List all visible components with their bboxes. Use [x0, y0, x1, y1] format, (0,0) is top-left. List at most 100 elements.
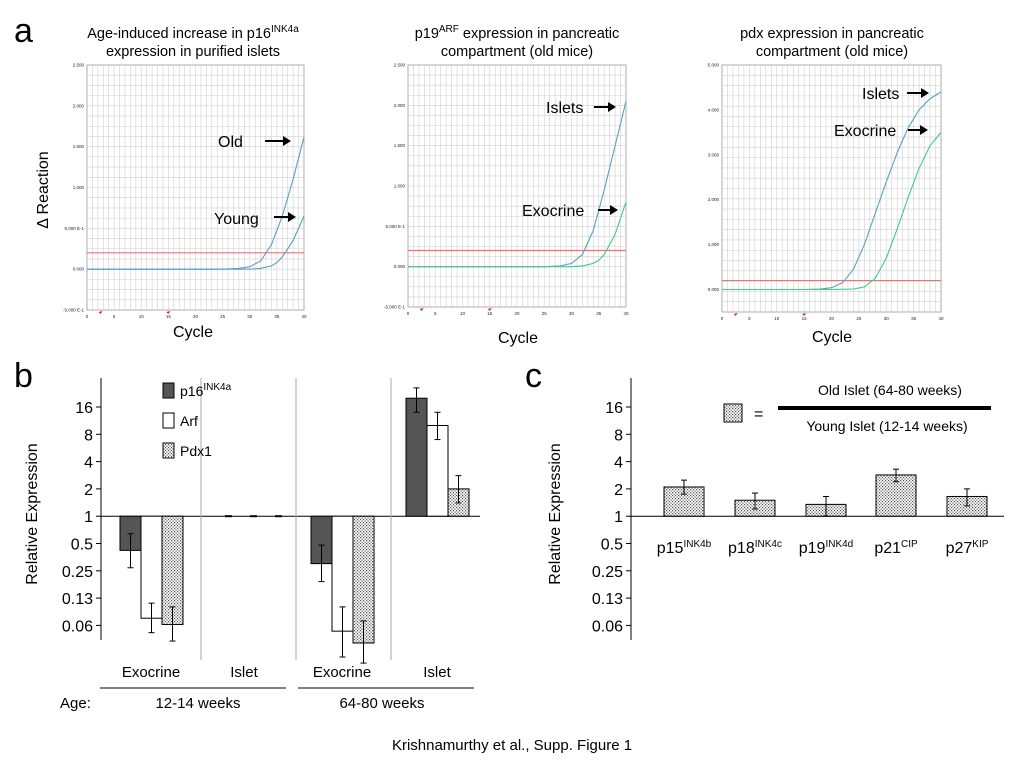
chart-a1-cycle-marker [166, 311, 171, 314]
chart-a3-plot: 5.000 4.000 3.000 2.000 1.000 0.000 0 5 10 15 20 25… [708, 63, 944, 322]
chart-c-ytick-label: 0.06 [592, 618, 623, 635]
chart-a3-series-2 [722, 132, 942, 291]
chart-a2-title-part1: p19 [415, 26, 439, 42]
chart-c-ytick-label: 0.5 [601, 537, 623, 554]
panel-b-ylabel: Relative Expression [24, 443, 41, 584]
chart-a1-ytick-label: 2.500 [73, 63, 85, 68]
chart-a2-annotation-exocrine: Exocrine [522, 203, 618, 220]
chart-a1-xtick-label: 20 [193, 314, 199, 319]
chart-a2-xlabel: Cycle [498, 330, 538, 347]
panel-b-letter: b [14, 357, 33, 395]
chart-a1-xtick-label: 30 [247, 314, 253, 319]
chart-a1-xtick-label: 10 [139, 314, 145, 319]
chart-a2: p19ARF expression in pancreatic compartm… [384, 24, 629, 347]
legend-swatch-arf [162, 412, 175, 429]
chart-a3-cycle-marker [733, 313, 738, 316]
chart-c-ytick-label: 0.13 [592, 591, 623, 608]
chart-a1-ytick-label: 0.000 [73, 267, 85, 272]
chart-a3-xtick-label: 5 [748, 316, 751, 321]
chart-a2-arrowhead-exocrine [610, 205, 618, 215]
chart-a2-xtick-label: 10 [460, 311, 466, 316]
legend-label-pdx1: Pdx1 [180, 443, 212, 459]
chart-a2-plot: 2.500 2.000 1.500 1.000 5.000 E-1 0.000 -5.000… [384, 63, 629, 317]
panel-a-letter: a [14, 12, 33, 50]
chart-c-ytick-label: 2 [614, 482, 623, 499]
chart-c-category-base: p21 [874, 540, 901, 557]
chart-c-category-sup: INK4d [825, 539, 853, 550]
chart-a3-annotation-exocrine: Exocrine [834, 123, 928, 140]
chart-a1-ytick-label: 1.500 [73, 144, 85, 149]
chart-a2-xtick-label: 35 [596, 311, 602, 316]
chart-a1-ytick-label: 2.000 [73, 103, 85, 108]
chart-a2-ytick-label: 1.500 [394, 143, 406, 148]
chart-a3-arrowhead-islets [921, 88, 929, 98]
age-young: 12-14 weeks [155, 695, 240, 712]
chart-a3-xtick-label: 40 [938, 316, 944, 321]
chart-a2-ytick-label: 1.000 [394, 184, 406, 189]
group-label-islet-young: Islet [230, 664, 258, 681]
chart-a2-label-exocrine: Exocrine [522, 203, 584, 220]
chart-a3-ytick-label: 2.000 [708, 197, 720, 202]
ratio-equals: = [754, 406, 763, 423]
chart-a1-ytick-label: -5.000 E-1 [63, 308, 85, 313]
chart-a3-ytick-label: 1.000 [708, 242, 720, 247]
chart-a2-ytick-label: 2.500 [394, 63, 406, 68]
legend-label-p16-base: p16 [180, 383, 204, 399]
chart-a1-arrowhead-old [283, 136, 291, 146]
chart-a3-ytick-label: 5.000 [708, 63, 720, 68]
ratio-numerator: Old Islet (64-80 weeks) [818, 382, 962, 398]
chart-a3-ytick-label: 0.000 [708, 287, 720, 292]
chart-b-ytick-label: 4 [84, 455, 93, 472]
chart-a3-label-exocrine: Exocrine [834, 123, 896, 140]
chart-a2-xtick-label: 0 [407, 311, 410, 316]
chart-a2-ytick-label: 5.000 E-1 [385, 224, 405, 229]
legend-label-arf: Arf [180, 413, 198, 429]
chart-a2-annotation-islets: Islets [546, 100, 616, 117]
chart-b-ytick-label: 0.25 [62, 564, 93, 581]
age-old: 64-80 weeks [339, 695, 424, 712]
chart-a3: pdx expression in pancreatic compartment… [708, 26, 944, 346]
chart-c-category-label: p21CIP [874, 539, 918, 557]
chart-b-ytick-label: 2 [84, 482, 93, 499]
chart-a1-ylabel: Δ Reaction [35, 151, 52, 228]
chart-a3-xlabel: Cycle [812, 329, 852, 346]
chart-a1-title-sup: INK4a [271, 24, 299, 35]
group-label-exocrine-old: Exocrine [313, 664, 371, 681]
chart-c-category-label: p18INK4c [728, 539, 782, 557]
chart-a1-title-part1: Age-induced increase in p16 [87, 26, 271, 42]
age-label: Age: [60, 695, 91, 712]
ratio-denominator: Young Islet (12-14 weeks) [806, 418, 967, 434]
chart-c-ytick-label: 16 [605, 400, 623, 417]
chart-a1-cycle-marker [98, 311, 103, 314]
chart-c-ytick-label: 1 [614, 509, 623, 526]
chart-b-bar-p16 [405, 397, 428, 517]
chart-b: 16 8 4 2 1 0.5 0.25 0.13 0.06 [62, 378, 480, 664]
chart-a2-label-islets: Islets [546, 100, 583, 117]
chart-a1-title: Age-induced increase in p16INK4a [87, 24, 299, 42]
chart-c-category-label: p19INK4d [799, 539, 854, 557]
chart-a3-label-islets: Islets [862, 86, 899, 103]
chart-a1-ytick-label: 1.000 [73, 185, 85, 190]
chart-a2-title-sup: ARF [439, 24, 459, 35]
chart-c-ytick-label: 0.25 [592, 564, 623, 581]
chart-c-category-base: p15 [657, 540, 684, 557]
chart-a2-title: p19ARF expression in pancreatic [415, 24, 620, 42]
chart-a1-xtick-label: 25 [220, 314, 226, 319]
chart-b-ytick-label: 0.13 [62, 591, 93, 608]
chart-a1-label-young: Young [214, 211, 259, 228]
chart-a3-xtick-label: 15 [802, 316, 808, 321]
chart-a1: Age-induced increase in p16INK4a express… [35, 24, 307, 341]
chart-a2-arrowhead-islets [608, 102, 616, 112]
chart-a2-title-line2: compartment (old mice) [441, 44, 593, 60]
legend-swatch-p16 [162, 382, 175, 399]
chart-a1-annotation-young: Young [214, 211, 296, 228]
chart-b-ytick-label: 8 [84, 427, 93, 444]
chart-a3-ytick-label: 3.000 [708, 152, 720, 157]
figure-caption: Krishnamurthy et al., Supp. Figure 1 [392, 737, 632, 754]
chart-c-ytick-label: 4 [614, 455, 623, 472]
panel-b-legend: p16INK4a Arf Pdx1 [162, 382, 232, 459]
chart-a1-ytick-label: 5.000 E-1 [64, 226, 84, 231]
chart-a3-xtick-label: 30 [884, 316, 890, 321]
chart-c: 16 8 4 2 1 0.5 0.25 0.13 0.06 p15INK4b p18INK4c p19… [592, 378, 1004, 640]
